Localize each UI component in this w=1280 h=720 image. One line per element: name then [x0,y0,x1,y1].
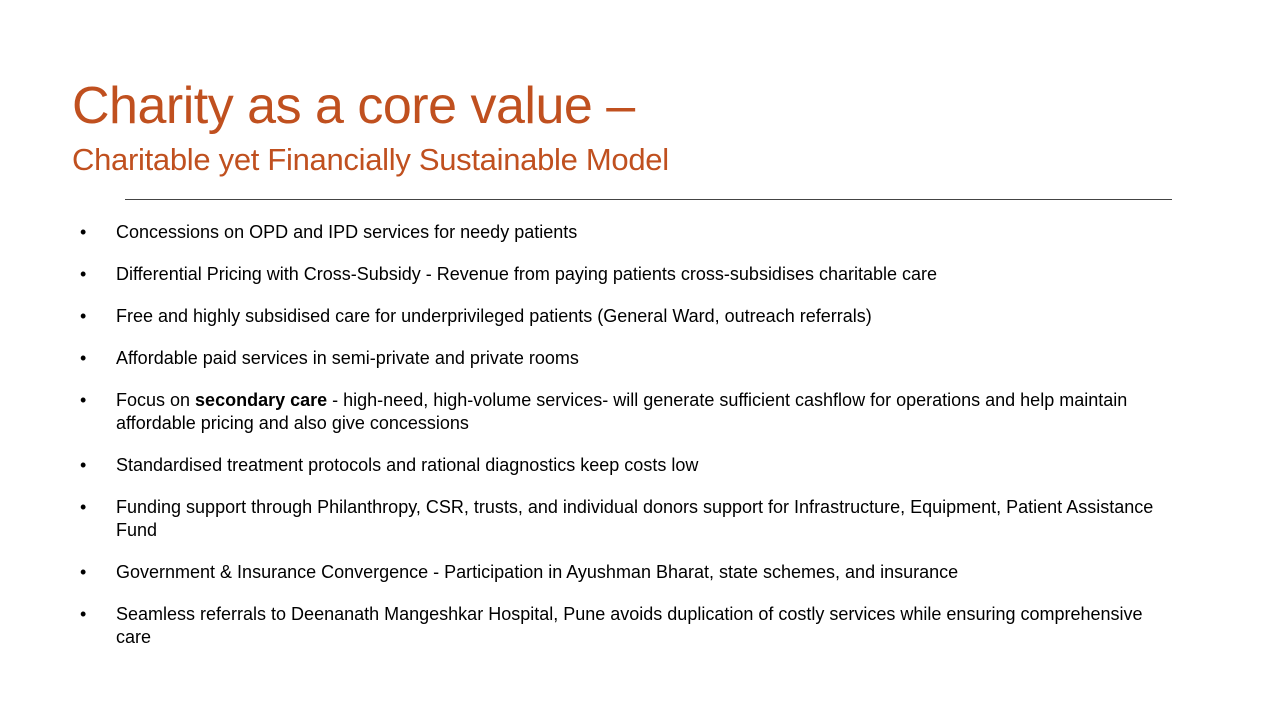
list-item-text: Standardised treatment protocols and rat… [116,455,699,475]
bullet-icon: • [80,390,87,410]
bullet-list: • Concessions on OPD and IPD services for… [80,221,1165,668]
slide-subtitle: Charitable yet Financially Sustainable M… [72,142,669,177]
list-item: • Differential Pricing with Cross-Subsidy… [80,263,1165,286]
list-item: • Focus on secondary care - high-need, hi… [80,389,1165,435]
bullet-icon: • [80,306,87,326]
list-item: • Free and highly subsidised care for und… [80,305,1165,328]
list-item-text: Affordable paid services in semi-private… [116,348,579,368]
list-item: • Concessions on OPD and IPD services for… [80,221,1165,244]
bullet-icon: • [80,562,87,582]
bullet-icon: • [80,455,87,475]
list-item: • Government & Insurance Convergence - Pa… [80,561,1165,584]
bullet-icon: • [80,222,87,242]
list-item-text: Funding support through Philanthropy, CS… [116,497,1154,540]
list-item-text: Differential Pricing with Cross-Subsidy … [116,264,938,284]
bullet-icon: • [80,348,87,368]
list-item-emphasis: secondary care [195,390,328,410]
bullet-icon: • [80,604,87,624]
list-item-text: Concessions on OPD and IPD services for … [116,222,578,242]
bullet-icon: • [80,264,87,284]
list-item-text: - high-need, high-volume services- will … [116,390,1128,433]
list-item: • Affordable paid services in semi-privat… [80,347,1165,370]
list-item: • Standardised treatment protocols and ra… [80,454,1165,477]
list-item-prefix: Focus on [116,390,196,410]
title-divider [125,199,1172,200]
list-item: • Seamless referrals to Deenanath Mangesh… [80,603,1165,649]
bullet-icon: • [80,497,87,517]
list-item-text: Free and highly subsidised care for unde… [116,306,872,326]
list-item-text: Government & Insurance Convergence - Par… [116,562,959,582]
slide-title: Charity as a core value – [72,77,635,135]
list-item-text: Seamless referrals to Deenanath Mangeshk… [116,604,1143,647]
list-item: • Funding support through Philanthropy, C… [80,496,1165,542]
